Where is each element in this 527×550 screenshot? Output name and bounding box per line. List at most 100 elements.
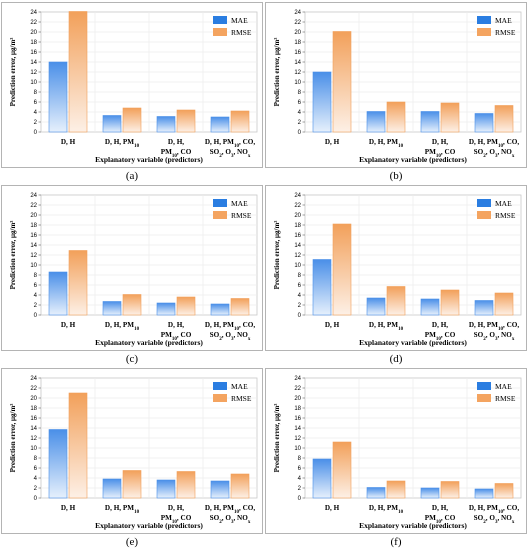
x-tick-label-dh: D, H <box>325 138 340 146</box>
y-tick-label: 10 <box>294 80 301 86</box>
bar-mae-4 <box>210 116 230 133</box>
y-tick-label: 16 <box>30 50 37 56</box>
panel-caption: (d) <box>389 353 403 365</box>
y-tick-label: 18 <box>294 40 301 46</box>
legend-label-rmse: RMSE <box>231 394 252 403</box>
x-tick-label-dh: D, H <box>325 321 340 329</box>
bar-mae-1 <box>48 61 68 133</box>
y-tick-label: 12 <box>30 436 37 442</box>
y-tick-label: 4 <box>298 293 302 299</box>
x-tick-label-all-line1: D, H, PM10, CO, <box>205 138 256 149</box>
y-tick-label: 20 <box>294 213 301 219</box>
y-axis-label: Prediction error, μg/m³ <box>273 404 281 473</box>
bar-rmse-4 <box>230 473 250 499</box>
x-tick-label-all-line2: SO2, O3, NOx <box>474 148 515 159</box>
legend: MAE RMSE <box>477 382 516 403</box>
y-tick-label: 2 <box>298 486 302 492</box>
x-tick-label-all-line1: D, H, PM10, CO, <box>205 321 256 332</box>
bar-rmse-1 <box>68 392 88 499</box>
y-axis-label: Prediction error, μg/m³ <box>273 38 281 107</box>
x-axis-label: Explanatory variable (predictors) <box>95 521 203 530</box>
bar-rmse-4 <box>230 110 250 133</box>
legend-label-mae: MAE <box>495 382 512 391</box>
y-tick-label: 4 <box>34 476 38 482</box>
legend-swatch-mae <box>477 382 491 390</box>
y-tick-label: 20 <box>294 396 301 402</box>
x-tick-label-dh-pm10-co-line2: PM10, CO <box>161 514 192 525</box>
bar-rmse-2 <box>386 101 406 133</box>
bar-rmse-3 <box>176 296 196 316</box>
legend-label-mae: MAE <box>231 382 248 391</box>
bar-rmse-1 <box>332 31 352 133</box>
bar-mae-2 <box>102 301 122 316</box>
y-axis-label: Prediction error, μg/m³ <box>9 404 17 473</box>
y-tick-label: 2 <box>34 303 38 309</box>
y-tick-label: 8 <box>298 273 302 279</box>
x-tick-label-dh-pm10: D, H, PM10 <box>369 138 404 149</box>
legend: MAE RMSE <box>477 16 516 37</box>
x-tick-label-all-line2: SO2, O3, NOx <box>474 331 515 342</box>
x-tick-label-dh-pm10-co-line1: D, H, <box>168 138 184 146</box>
y-tick-label: 20 <box>30 213 37 219</box>
x-axis-label: Explanatory variable (predictors) <box>95 338 203 347</box>
y-tick-label: 22 <box>30 386 37 392</box>
y-tick-label: 24 <box>30 10 37 16</box>
legend: MAE RMSE <box>477 199 516 220</box>
legend-swatch-rmse <box>477 28 491 36</box>
y-tick-label: 0 <box>298 130 302 136</box>
bar-rmse-3 <box>176 109 196 133</box>
bar-rmse-4 <box>230 298 250 316</box>
y-tick-label: 6 <box>34 100 38 106</box>
bar-rmse-3 <box>440 102 460 133</box>
x-tick-label-dh-pm10: D, H, PM10 <box>369 321 404 332</box>
legend-swatch-mae <box>213 382 227 390</box>
x-tick-label-dh: D, H <box>61 321 76 329</box>
y-tick-label: 8 <box>298 456 302 462</box>
legend-label-rmse: RMSE <box>495 28 516 37</box>
bar-mae-2 <box>102 115 122 133</box>
y-tick-label: 12 <box>294 436 301 442</box>
chart-panel-a: 0 2 4 6 8 10 12 14 16 18 20 22 24 D, H D, H, PM10 D, H,… <box>1 2 263 184</box>
y-tick-label: 14 <box>294 60 301 66</box>
bar-mae-3 <box>420 111 440 133</box>
y-tick-label: 20 <box>294 30 301 36</box>
y-tick-label: 22 <box>294 386 301 392</box>
bar-mae-2 <box>366 487 386 499</box>
y-tick-label: 24 <box>30 193 37 199</box>
bar-rmse-4 <box>494 292 514 316</box>
y-tick-label: 22 <box>294 20 301 26</box>
y-axis-label: Prediction error, μg/m³ <box>9 38 17 107</box>
bar-mae-4 <box>210 303 230 316</box>
y-tick-label: 4 <box>298 110 302 116</box>
y-tick-label: 0 <box>34 313 38 319</box>
y-tick-label: 6 <box>34 283 38 289</box>
x-axis-label: Explanatory variable (predictors) <box>359 338 467 347</box>
y-tick-label: 18 <box>30 40 37 46</box>
chart-panel-c: 0 2 4 6 8 10 12 14 16 18 20 22 24 D, H D, H, PM10 D, H,… <box>1 185 263 367</box>
y-tick-label: 6 <box>298 466 302 472</box>
x-tick-label-dh: D, H <box>325 504 340 512</box>
y-tick-label: 18 <box>30 223 37 229</box>
y-tick-label: 22 <box>30 20 37 26</box>
legend-swatch-mae <box>213 199 227 207</box>
y-tick-label: 8 <box>34 273 38 279</box>
bar-mae-2 <box>366 111 386 133</box>
bar-rmse-4 <box>494 483 514 499</box>
y-tick-label: 18 <box>294 223 301 229</box>
x-tick-label-all-line2: SO2, O3, NOx <box>210 331 251 342</box>
x-tick-label-dh-pm10-co-line1: D, H, <box>432 321 448 329</box>
x-tick-label-all-line1: D, H, PM10, CO, <box>469 504 520 515</box>
x-tick-label-dh-pm10: D, H, PM10 <box>105 321 140 332</box>
y-tick-label: 20 <box>30 30 37 36</box>
bar-rmse-3 <box>440 481 460 499</box>
y-tick-label: 24 <box>30 376 37 382</box>
chart-panel-b: 0 2 4 6 8 10 12 14 16 18 20 22 24 D, H D, H, PM10 D, H,… <box>265 2 527 184</box>
x-tick-label-all-line2: SO2, O3, NOx <box>210 514 251 525</box>
y-tick-label: 14 <box>294 426 301 432</box>
bar-rmse-1 <box>332 223 352 316</box>
bar-mae-4 <box>210 480 230 499</box>
bar-mae-2 <box>366 297 386 316</box>
